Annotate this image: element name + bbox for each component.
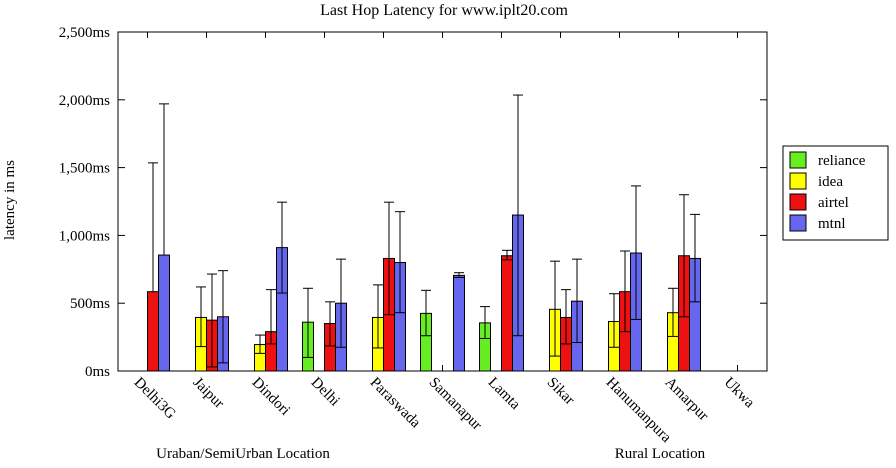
legend-label-idea: idea bbox=[818, 174, 843, 190]
legend-label-mtnl: mtnl bbox=[818, 216, 846, 232]
x-tick-label-delhi3g: Delhi3G bbox=[131, 375, 179, 423]
bar-mtnl-samanapur bbox=[453, 274, 465, 372]
chart-title: Last Hop Latency for www.iplt20.com bbox=[320, 2, 568, 19]
x-tick-label-ukwa: Ukwa bbox=[721, 375, 758, 412]
bars-layer bbox=[147, 94, 701, 372]
axes-layer: 0ms 500ms 1,000ms 1,500ms 2,000ms 2,500ms Delh… bbox=[59, 25, 767, 446]
y-tick-label: 1,500ms bbox=[59, 161, 110, 177]
group-label-rural: Rural Location bbox=[615, 446, 706, 462]
legend-swatch-idea bbox=[789, 172, 807, 190]
y-axis-label: latency in ms bbox=[2, 160, 18, 240]
y-tick-label: 2,000ms bbox=[59, 93, 110, 109]
x-tick-label-amarpur: Amarpur bbox=[662, 375, 712, 425]
legend-label-airtel: airtel bbox=[818, 195, 849, 211]
bar-mtnl-delhi3g bbox=[158, 254, 170, 372]
x-tick-label-samanapur: Samanapur bbox=[426, 375, 485, 434]
x-tick-label-jaipur: Jaipur bbox=[190, 375, 227, 412]
legend-swatch-mtnl bbox=[789, 214, 807, 232]
x-tick-label-lamta: Lamta bbox=[485, 375, 524, 414]
y-tick-label: 1,000ms bbox=[59, 228, 110, 244]
x-tick-label-dindori: Dindori bbox=[249, 375, 293, 419]
bar-airtel-delhi3g bbox=[147, 291, 159, 372]
legend-swatch-airtel bbox=[789, 193, 807, 211]
legend-label-reliance: reliance bbox=[818, 153, 866, 169]
x-tick-label-sikar: Sikar bbox=[544, 375, 578, 409]
legend-swatch-reliance bbox=[789, 151, 807, 169]
y-tick-label: 0ms bbox=[85, 364, 110, 380]
bar-airtel-lamta bbox=[501, 255, 513, 372]
group-label-urban: Uraban/SemiUrban Location bbox=[156, 446, 330, 462]
y-tick-label: 2,500ms bbox=[59, 25, 110, 41]
legend: reliance idea airtel mtnl bbox=[782, 145, 889, 241]
x-tick-label-paraswada: Paraswada bbox=[367, 375, 424, 432]
y-tick-label: 500ms bbox=[70, 296, 110, 312]
x-tick-label-delhi: Delhi bbox=[308, 375, 343, 410]
